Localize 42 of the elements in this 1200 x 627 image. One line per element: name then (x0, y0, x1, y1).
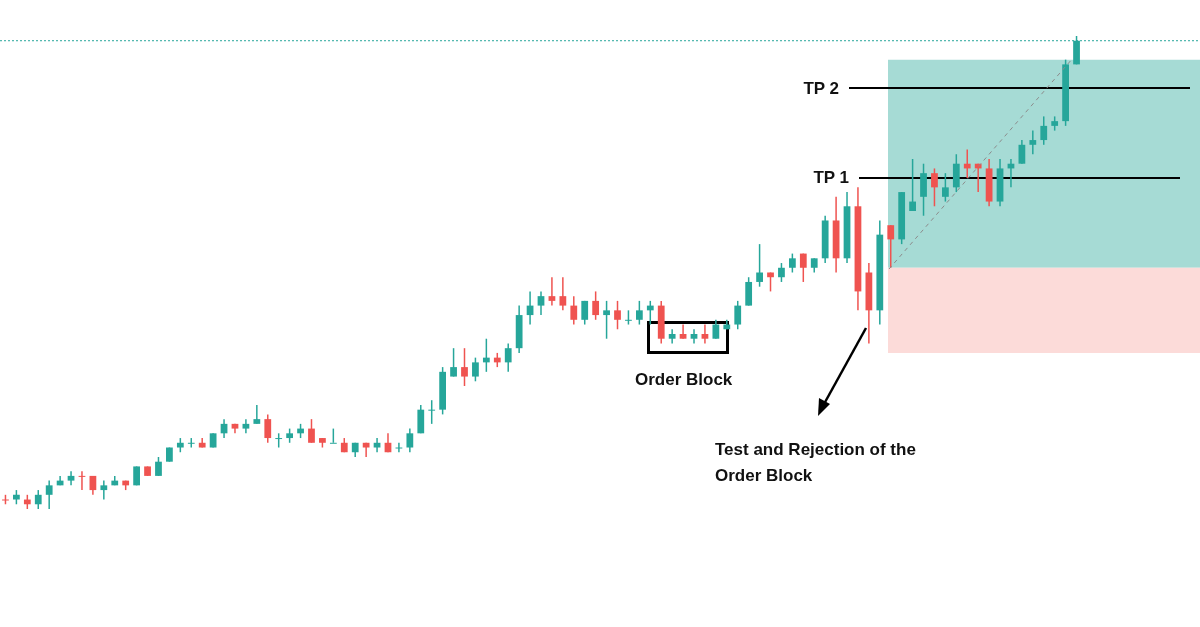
candlestick (603, 300, 610, 340)
candlestick (952, 153, 960, 193)
ref-line-label: TP 2 (803, 78, 839, 98)
candlestick (635, 300, 643, 326)
candlestick (920, 162, 927, 217)
candlestick (461, 347, 468, 387)
candlestick (34, 489, 42, 510)
candlestick (570, 295, 578, 326)
candlestick (308, 418, 315, 444)
candlestick (45, 479, 53, 510)
candlestick (406, 427, 414, 453)
candlestick (745, 276, 753, 307)
candlestick (712, 319, 720, 340)
candlestick (504, 342, 512, 373)
candlestick (614, 300, 621, 331)
candlestick (592, 290, 600, 321)
candlestick (788, 252, 796, 274)
candlestick (155, 456, 162, 477)
candlestick (548, 276, 556, 307)
candlestick (931, 167, 938, 208)
candlestick (417, 404, 425, 435)
candlestick (799, 252, 807, 283)
candlestick (559, 276, 567, 312)
candlestick (1040, 115, 1048, 146)
candlestick (100, 479, 108, 501)
annotation: Test and Rejection of the Order Block (715, 439, 917, 487)
candlestick (701, 323, 709, 345)
candlestick (1029, 129, 1037, 155)
candlestick (450, 347, 457, 378)
candlestick (734, 300, 742, 331)
candlestick (537, 290, 545, 316)
candlestick (428, 399, 436, 425)
candlestick (909, 158, 916, 212)
candlestick (887, 224, 895, 269)
candlestick (264, 413, 272, 444)
annotation: Order Block (635, 369, 734, 391)
ref-line-label: TP 1 (813, 168, 849, 188)
candlestick (472, 356, 479, 383)
candlestick (253, 404, 261, 425)
candlestick (942, 172, 949, 203)
candlestick (778, 262, 785, 283)
candlestick (756, 243, 763, 288)
